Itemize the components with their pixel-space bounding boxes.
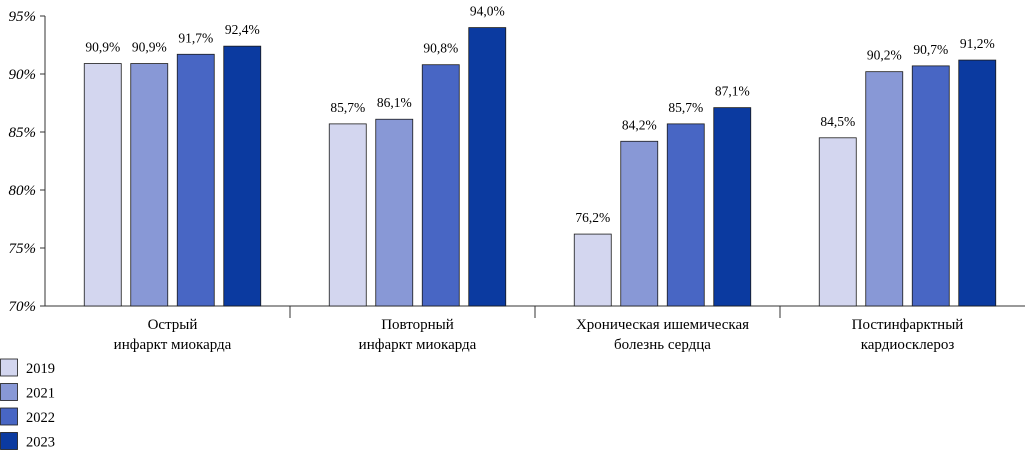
data-label: 90,7% bbox=[913, 42, 948, 57]
bar bbox=[713, 107, 752, 307]
data-label: 84,5% bbox=[820, 114, 855, 129]
data-label: 85,7% bbox=[330, 100, 365, 115]
bar bbox=[911, 65, 950, 307]
category-label: Постинфарктный bbox=[852, 317, 964, 333]
data-label: 94,0% bbox=[470, 4, 505, 19]
data-label: 92,4% bbox=[225, 22, 260, 37]
bar bbox=[176, 53, 215, 307]
y-tick-label: 80% bbox=[9, 183, 37, 199]
category-label: инфаркт миокарда bbox=[114, 337, 232, 353]
data-label: 87,1% bbox=[715, 84, 750, 99]
legend-swatch bbox=[0, 358, 18, 377]
legend-swatch bbox=[0, 383, 18, 401]
data-label: 90,2% bbox=[867, 48, 902, 63]
y-tick-label: 75% bbox=[9, 241, 37, 257]
y-tick-label: 90% bbox=[9, 67, 37, 83]
data-label: 90,8% bbox=[423, 41, 458, 56]
y-tick-label: 95% bbox=[9, 9, 37, 25]
legend: 2019 2021 2022 2023 bbox=[0, 358, 55, 451]
bar bbox=[130, 63, 169, 307]
bar bbox=[328, 123, 367, 307]
bar bbox=[865, 71, 904, 307]
bar bbox=[573, 233, 612, 307]
data-label: 91,2% bbox=[960, 36, 995, 51]
data-label: 84,2% bbox=[622, 117, 657, 132]
y-axis: 70% 75% 80% 85% 90% 95% bbox=[9, 9, 46, 315]
bar bbox=[468, 27, 507, 307]
bar bbox=[958, 59, 997, 307]
category-label: Хроническая ишемическая bbox=[576, 317, 749, 333]
data-label: 85,7% bbox=[668, 100, 703, 115]
bar bbox=[421, 64, 460, 307]
legend-label: 2019 bbox=[26, 361, 55, 377]
y-tick-label: 70% bbox=[9, 299, 37, 315]
category-label: Повторный bbox=[381, 317, 454, 333]
bar bbox=[83, 63, 122, 307]
data-labels: 90,9% 90,9% 91,7% 92,4% 85,7% 86,1% 90,8% 94,0%… bbox=[85, 4, 994, 225]
data-label: 90,9% bbox=[132, 40, 167, 55]
data-label: 91,7% bbox=[178, 30, 213, 45]
legend-swatch bbox=[0, 407, 18, 426]
data-label: 76,2% bbox=[575, 210, 610, 225]
bar bbox=[223, 45, 262, 307]
y-tick-label: 85% bbox=[9, 125, 37, 141]
legend-swatch bbox=[0, 432, 18, 450]
category-label: болезнь сердца bbox=[614, 337, 711, 353]
data-label: 90,9% bbox=[85, 40, 120, 55]
legend-label: 2021 bbox=[26, 386, 55, 402]
bar bbox=[818, 137, 857, 307]
category-label: кардиосклероз bbox=[861, 337, 955, 353]
bar bbox=[620, 140, 659, 307]
data-label: 86,1% bbox=[377, 95, 412, 110]
legend-label: 2022 bbox=[26, 410, 55, 426]
bar bbox=[666, 123, 705, 307]
category-label: Острый bbox=[148, 317, 198, 333]
category-labels: Острый инфаркт миокарда Повторный инфаркт м… bbox=[114, 317, 964, 353]
bars bbox=[83, 27, 997, 307]
bar bbox=[375, 118, 414, 307]
legend-label: 2023 bbox=[26, 435, 55, 451]
category-label: инфаркт миокарда bbox=[359, 337, 477, 353]
